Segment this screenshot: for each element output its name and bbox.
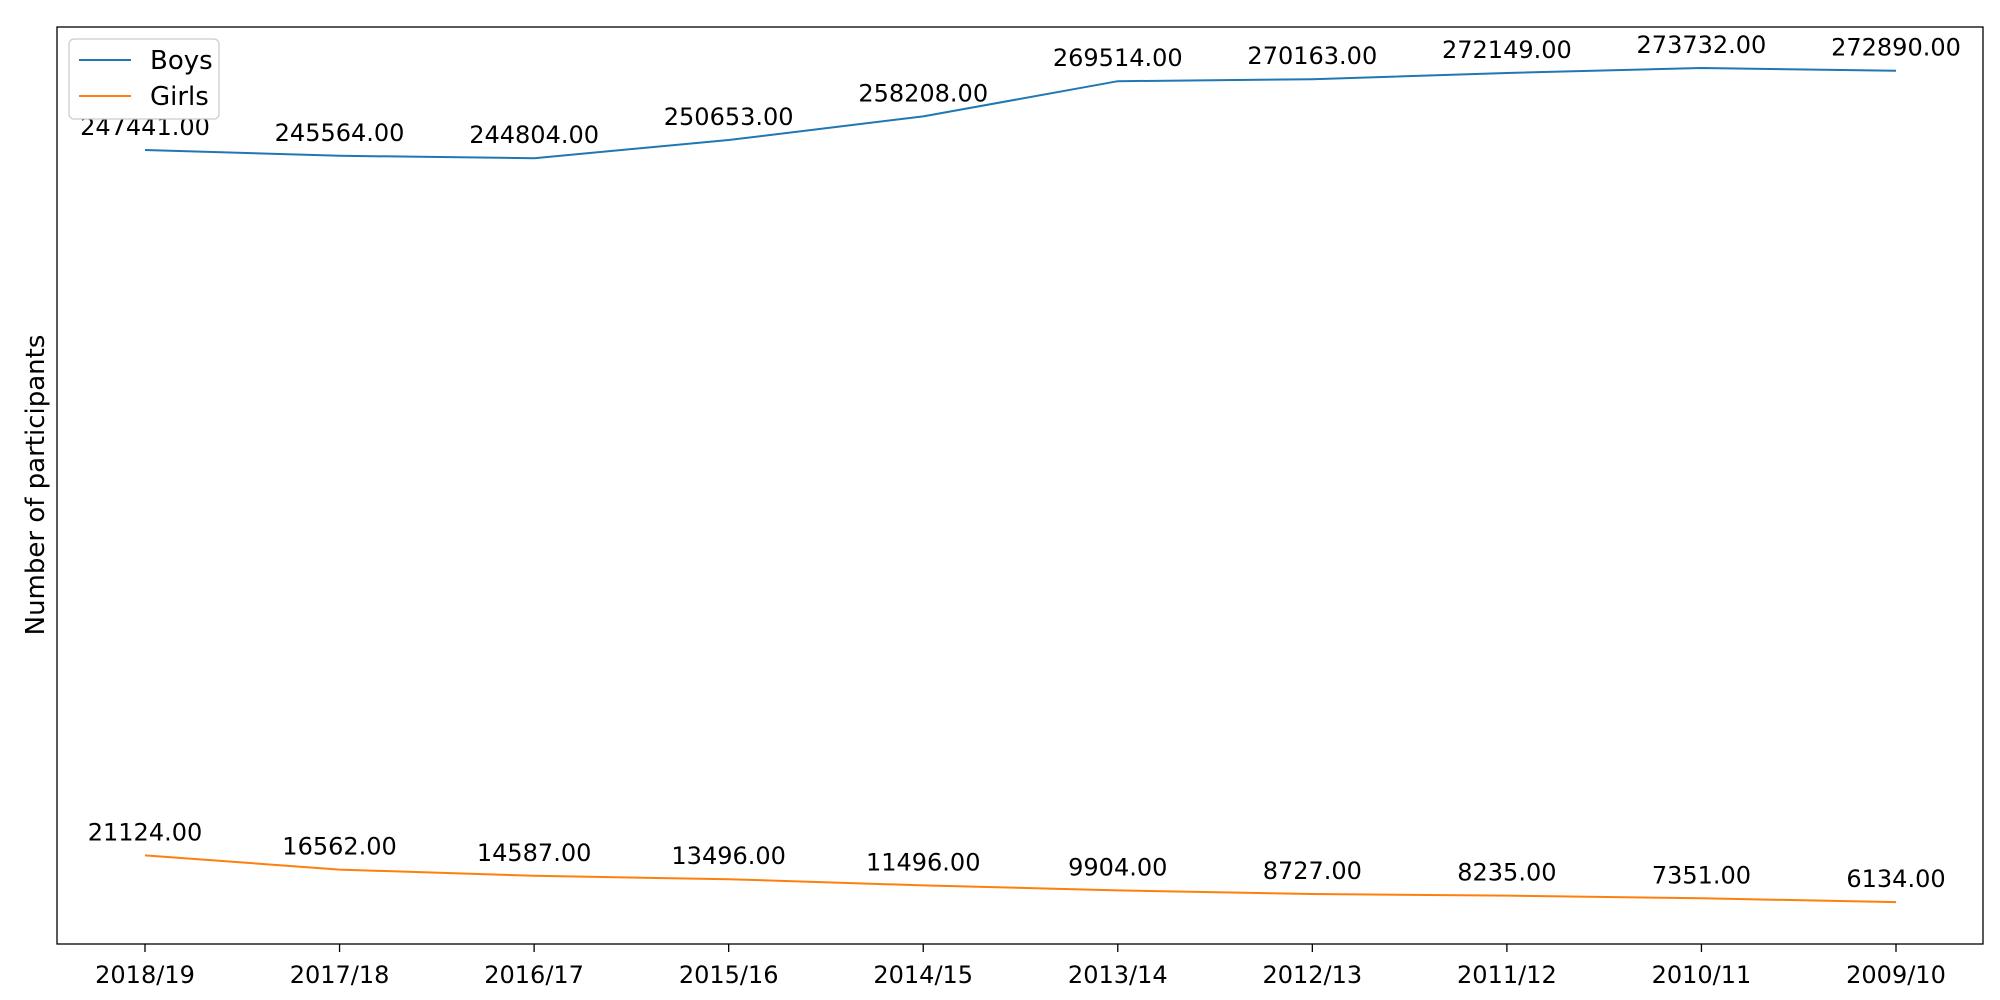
data-label-girls: 14587.00 bbox=[477, 839, 592, 867]
data-label-girls: 8235.00 bbox=[1457, 859, 1556, 887]
data-label-girls: 9904.00 bbox=[1068, 853, 1167, 881]
data-label-boys: 270163.00 bbox=[1247, 42, 1377, 70]
x-tick-label: 2013/14 bbox=[1068, 961, 1168, 989]
x-tick-label: 2009/10 bbox=[1846, 961, 1946, 989]
legend-boys-label: Boys bbox=[150, 46, 213, 76]
data-label-boys: 244804.00 bbox=[469, 121, 599, 149]
x-tick-label: 2011/12 bbox=[1457, 961, 1557, 989]
data-label-boys: 250653.00 bbox=[664, 103, 794, 131]
data-label-girls: 6134.00 bbox=[1846, 865, 1945, 893]
x-tick-label: 2018/19 bbox=[95, 961, 195, 989]
data-label-girls: 16562.00 bbox=[282, 833, 397, 861]
data-label-boys: 272890.00 bbox=[1831, 34, 1961, 62]
x-tick-label: 2012/13 bbox=[1262, 961, 1362, 989]
legend-girls-label: Girls bbox=[150, 82, 209, 112]
series-line-girls bbox=[144, 854, 1897, 904]
data-label-boys: 258208.00 bbox=[858, 79, 988, 107]
plot-frame bbox=[56, 26, 1984, 945]
data-label-girls: 7351.00 bbox=[1652, 861, 1751, 889]
legend: Boys Girls bbox=[68, 38, 220, 120]
data-label-boys: 269514.00 bbox=[1053, 44, 1183, 72]
x-tick-label: 2016/17 bbox=[484, 961, 584, 989]
series-layer bbox=[144, 66, 1897, 904]
series-line-boys bbox=[144, 66, 1897, 160]
x-axis: 2018/19 2017/18 2016/17 2015/16 2014/15 2013/… bbox=[95, 944, 1946, 989]
y-axis-label: Number of participants bbox=[21, 335, 51, 636]
data-label-boys: 272149.00 bbox=[1442, 36, 1572, 64]
x-tick-label: 2015/16 bbox=[679, 961, 779, 989]
data-label-boys: 245564.00 bbox=[275, 119, 405, 147]
data-label-girls: 21124.00 bbox=[88, 818, 203, 846]
data-label-girls: 8727.00 bbox=[1263, 857, 1362, 885]
data-label-girls: 13496.00 bbox=[671, 842, 786, 870]
data-label-girls: 11496.00 bbox=[866, 848, 981, 876]
data-label-boys: 273732.00 bbox=[1637, 31, 1767, 59]
x-tick-label: 2010/11 bbox=[1652, 961, 1752, 989]
x-tick-label: 2017/18 bbox=[290, 961, 390, 989]
x-tick-label: 2014/15 bbox=[873, 961, 973, 989]
data-label-layer: 247441.00 245564.00 244804.00250653.002582… bbox=[80, 31, 1961, 893]
